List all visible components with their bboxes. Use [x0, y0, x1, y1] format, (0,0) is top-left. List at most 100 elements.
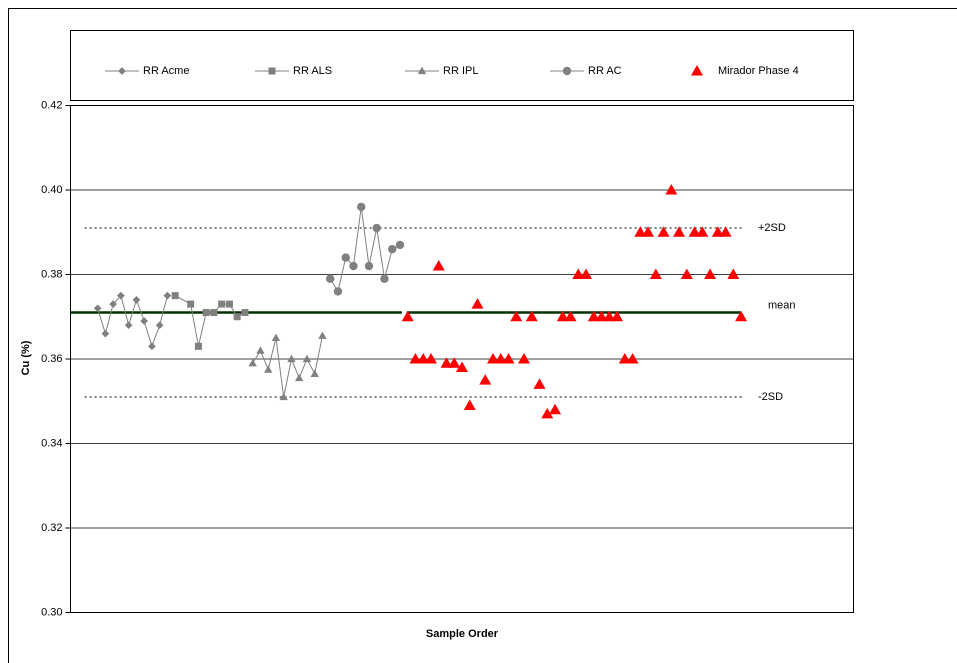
- y-tick-label: 0.40: [41, 184, 62, 196]
- point: [479, 374, 492, 385]
- point: [171, 292, 179, 300]
- point: [241, 309, 249, 317]
- point: [727, 268, 740, 279]
- y-axis-label: Cu (%): [20, 340, 32, 375]
- point: [395, 240, 405, 250]
- point: [117, 291, 125, 300]
- point: [225, 300, 233, 308]
- legend-label: RR AC: [588, 65, 622, 77]
- point: [525, 310, 538, 322]
- point: [424, 353, 437, 364]
- legend-marker: [562, 66, 572, 76]
- point: [279, 392, 288, 401]
- point: [357, 202, 366, 212]
- point: [202, 309, 210, 317]
- point: [233, 313, 241, 321]
- point: [93, 304, 102, 313]
- point: [432, 260, 445, 271]
- point: [109, 300, 117, 308]
- point: [210, 309, 218, 317]
- point: [341, 253, 350, 262]
- point: [148, 342, 156, 351]
- point: [349, 261, 358, 271]
- point: [649, 268, 662, 279]
- legend-box: [70, 30, 854, 101]
- reference-label: mean: [768, 299, 796, 311]
- legend-label: RR Acme: [143, 65, 189, 77]
- series-line: [97, 294, 168, 348]
- point: [556, 310, 569, 322]
- point: [401, 310, 414, 322]
- point: [564, 310, 577, 322]
- reference-label: +2SD: [758, 222, 786, 234]
- point: [688, 226, 701, 237]
- point: [711, 226, 724, 237]
- point: [440, 357, 453, 368]
- point: [487, 353, 500, 364]
- legend-marker: [691, 65, 703, 76]
- point: [417, 353, 430, 364]
- point: [618, 353, 631, 364]
- point: [163, 291, 172, 300]
- point: [124, 321, 133, 330]
- point: [271, 333, 281, 342]
- point: [518, 353, 531, 364]
- point: [735, 310, 748, 322]
- point: [657, 226, 670, 237]
- point: [256, 346, 265, 354]
- point: [302, 354, 312, 363]
- reference-label: -2SD: [758, 391, 783, 403]
- y-tick-label: 0.32: [41, 522, 62, 534]
- point: [510, 310, 523, 322]
- legend-marker: [118, 67, 126, 75]
- point: [494, 353, 507, 364]
- point: [611, 310, 624, 322]
- point: [194, 342, 202, 350]
- y-tick-label: 0.38: [41, 268, 62, 280]
- point: [704, 268, 717, 279]
- point: [502, 353, 515, 364]
- point: [326, 274, 335, 283]
- point: [642, 226, 655, 237]
- point: [132, 296, 141, 304]
- series-line: [252, 335, 323, 398]
- point: [294, 373, 304, 382]
- point: [248, 359, 257, 367]
- x-axis-label: Sample Order: [426, 628, 499, 640]
- point: [263, 365, 273, 373]
- point: [140, 317, 148, 325]
- point: [541, 407, 554, 419]
- point: [380, 274, 389, 283]
- y-tick-label: 0.36: [41, 353, 62, 365]
- legend-marker: [268, 67, 276, 75]
- point: [372, 223, 381, 233]
- series-line: [329, 206, 401, 293]
- point: [626, 353, 639, 364]
- point: [155, 321, 164, 330]
- y-tick-label: 0.42: [41, 99, 62, 111]
- point: [310, 369, 319, 377]
- y-tick-label: 0.34: [41, 437, 62, 449]
- point: [218, 300, 226, 308]
- point: [549, 403, 562, 415]
- point: [187, 300, 195, 308]
- point: [318, 331, 327, 339]
- point: [634, 226, 647, 237]
- point: [364, 261, 374, 271]
- point: [603, 310, 616, 322]
- point: [572, 268, 585, 279]
- point: [719, 226, 732, 237]
- point: [388, 244, 397, 254]
- point: [673, 226, 686, 237]
- point: [456, 361, 468, 372]
- point: [409, 353, 422, 364]
- legend-label: Mirador Phase 4: [718, 65, 799, 77]
- point: [533, 378, 546, 389]
- point: [463, 399, 476, 410]
- legend-marker: [417, 66, 427, 75]
- point: [696, 226, 709, 237]
- point: [101, 329, 110, 338]
- point: [471, 298, 484, 309]
- legend-label: RR IPL: [443, 65, 478, 77]
